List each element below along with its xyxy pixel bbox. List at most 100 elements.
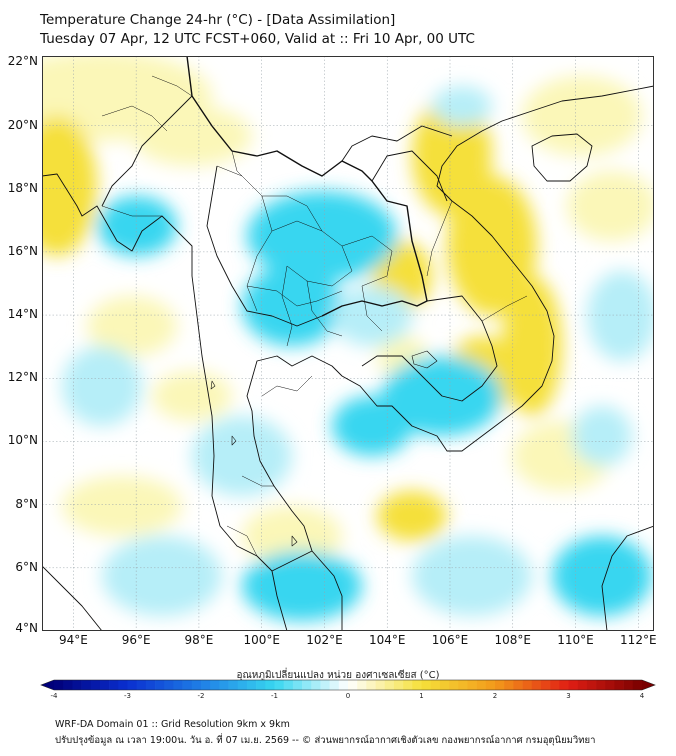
- colorbar-cell: [292, 680, 303, 690]
- colorbar-cell: [504, 680, 514, 690]
- colorbar-tick-label: -2: [197, 692, 205, 700]
- colorbar-cell: [109, 680, 119, 690]
- colorbar-title: อุณหภูมิเปลี่ยนแปลง หน่วย องศาเซลเซียส (…: [236, 670, 440, 681]
- coastlines-and-borders: [42, 56, 654, 631]
- colorbar-cell: [384, 680, 395, 690]
- footer-credit: ปรับปรุงข้อมูล ณ เวลา 19:00น. วัน อ. ที่…: [55, 735, 596, 746]
- colorbar-cell: [495, 680, 505, 690]
- latitude-label: 20°N: [7, 117, 38, 132]
- colorbar-cell: [439, 680, 450, 690]
- colorbar-cell: [605, 680, 615, 690]
- colorbar-cell: [164, 680, 174, 690]
- colorbar-cell: [596, 680, 606, 690]
- colorbar-cell: [375, 680, 386, 690]
- colorbar-cell: [540, 680, 551, 690]
- colorbar-tick-label: 1: [419, 692, 424, 700]
- map-panel: [42, 56, 654, 631]
- colorbar-cell: [311, 680, 321, 690]
- latitude-label: 6°N: [15, 559, 38, 574]
- colorbar-max-extend: [642, 680, 655, 690]
- colorbar-cell: [476, 680, 487, 690]
- colorbar-cell: [430, 680, 441, 690]
- longitude-label: 96°E: [121, 633, 151, 647]
- longitude-label: 104°E: [368, 633, 406, 647]
- colorbar-cell: [458, 680, 468, 690]
- colorbar-cell: [568, 680, 578, 690]
- latitude-label: 12°N: [7, 370, 38, 385]
- longitude-label: 112°E: [620, 633, 657, 647]
- colorbar-cell: [173, 680, 183, 690]
- colorbar-tick-label: -1: [271, 692, 278, 700]
- colorbar-cell: [246, 680, 257, 690]
- colorbar-cell: [219, 680, 229, 690]
- colorbar-cell: [118, 680, 128, 690]
- colorbar-cell: [531, 680, 542, 690]
- longitude-label: 110°E: [557, 633, 594, 647]
- colorbar-cell: [577, 680, 588, 690]
- colorbar-tick-label: 2: [492, 692, 498, 700]
- colorbar-cell: [145, 680, 156, 690]
- graticule: [42, 56, 654, 631]
- map-title: Temperature Change 24-hr (°C) - [Data As…: [40, 12, 396, 28]
- colorbar-cell: [256, 680, 266, 690]
- colorbar-outline: [40, 679, 656, 691]
- colorbar-cell: [522, 680, 533, 690]
- colorbar-cell: [81, 680, 92, 690]
- colorbar-cell: [274, 680, 284, 690]
- colorbar-cell: [127, 680, 137, 690]
- colorbar-cell: [201, 680, 211, 690]
- colorbar-cell: [155, 680, 165, 690]
- longitude-label: 98°E: [184, 633, 214, 647]
- colorbar-cell: [559, 680, 569, 690]
- colorbar-cell: [320, 680, 330, 690]
- colorbar-tick-label: 4: [639, 692, 645, 700]
- longitude-label: 108°E: [494, 633, 532, 647]
- colorbar-cell: [614, 680, 624, 690]
- colorbar-cell: [338, 680, 349, 690]
- colorbar-cell: [586, 680, 597, 690]
- colorbar-cell: [513, 680, 523, 690]
- colorbar-cell: [329, 680, 340, 690]
- colorbar-cell: [228, 680, 239, 690]
- map-subtitle: Tuesday 07 Apr, 12 UTC FCST+060, Valid a…: [40, 31, 475, 47]
- colorbar-cell: [467, 680, 477, 690]
- colorbar-cell: [191, 680, 202, 690]
- longitude-label: 100°E: [243, 633, 280, 647]
- colorbar-cell: [412, 680, 422, 690]
- longitude-label: 94°E: [58, 633, 88, 647]
- colorbar-cell: [63, 680, 73, 690]
- colorbar-tick-label: -4: [50, 692, 58, 700]
- colorbar-cell: [182, 680, 193, 690]
- latitude-label: 4°N: [15, 621, 38, 635]
- longitude-label: 106°E: [431, 633, 469, 647]
- colorbar-cell: [136, 680, 147, 690]
- temperature-change-map: [42, 56, 654, 631]
- colorbar-tick-label: -3: [124, 692, 131, 700]
- colorbar: [40, 679, 656, 691]
- colorbar-cell: [366, 680, 376, 690]
- latitude-label: 16°N: [7, 243, 38, 258]
- map-frame: [42, 56, 654, 631]
- temperature-field: [42, 56, 654, 621]
- longitude-label: 102°E: [306, 633, 343, 647]
- colorbar-cell: [99, 680, 110, 690]
- colorbar-cell: [237, 680, 248, 690]
- colorbar-cell: [348, 680, 358, 690]
- colorbar-tick-label: 3: [566, 692, 571, 700]
- colorbar-cell: [393, 680, 404, 690]
- footer-model-info: WRF-DA Domain 01 :: Grid Resolution 9km …: [55, 719, 290, 730]
- colorbar-cell: [623, 680, 634, 690]
- colorbar-cell: [449, 680, 459, 690]
- colorbar-cell: [550, 680, 560, 690]
- colorbar-cell: [357, 680, 367, 690]
- colorbar-cell: [302, 680, 312, 690]
- latitude-label: 10°N: [7, 433, 38, 448]
- latitude-label: 14°N: [7, 307, 38, 322]
- colorbar-cell: [421, 680, 431, 690]
- colorbar-min-extend: [41, 680, 54, 690]
- colorbar-cell: [485, 680, 496, 690]
- colorbar-tick-label: 0: [345, 692, 351, 700]
- colorbar-cell: [283, 680, 294, 690]
- colorbar-cell: [72, 680, 82, 690]
- latitude-label: 8°N: [15, 496, 38, 511]
